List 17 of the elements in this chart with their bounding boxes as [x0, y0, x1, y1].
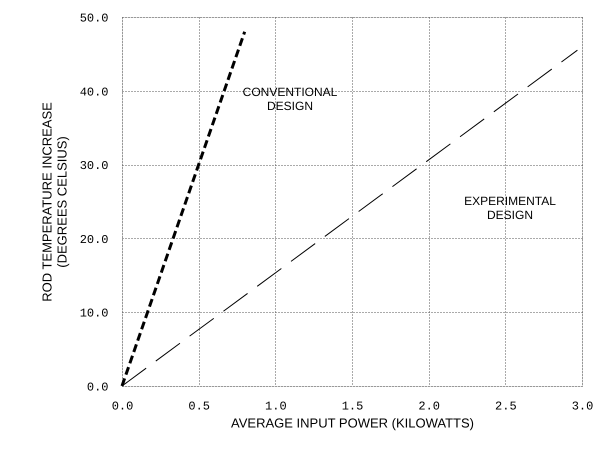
x-tick-label: 1.5 — [342, 400, 364, 414]
x-tick-label: 3.0 — [572, 400, 594, 414]
x-tick-label: 1.0 — [265, 400, 287, 414]
annotation: CONVENTIONAL DESIGN — [242, 85, 338, 113]
x-tick-label: 2.5 — [495, 400, 517, 414]
x-axis-title: AVERAGE INPUT POWER (KILOWATTS) — [231, 416, 474, 430]
y-axis-title: ROD TEMPERATURE INCREASE (DEGREES CELSIUS) — [40, 102, 70, 302]
annotation: EXPERIMENTAL DESIGN — [464, 194, 556, 222]
y-tick-label: 40.0 — [80, 85, 108, 100]
y-tick-label: 20.0 — [80, 232, 108, 247]
x-tick-label: 0.5 — [188, 400, 210, 414]
x-tick-label: 0.0 — [112, 400, 134, 414]
x-tick-label: 2.0 — [418, 400, 440, 414]
y-tick-label: 30.0 — [80, 159, 108, 174]
y-tick-label: 10.0 — [80, 306, 108, 321]
y-tick-label: 50.0 — [80, 12, 108, 26]
y-tick-label: 0.0 — [86, 380, 108, 394]
